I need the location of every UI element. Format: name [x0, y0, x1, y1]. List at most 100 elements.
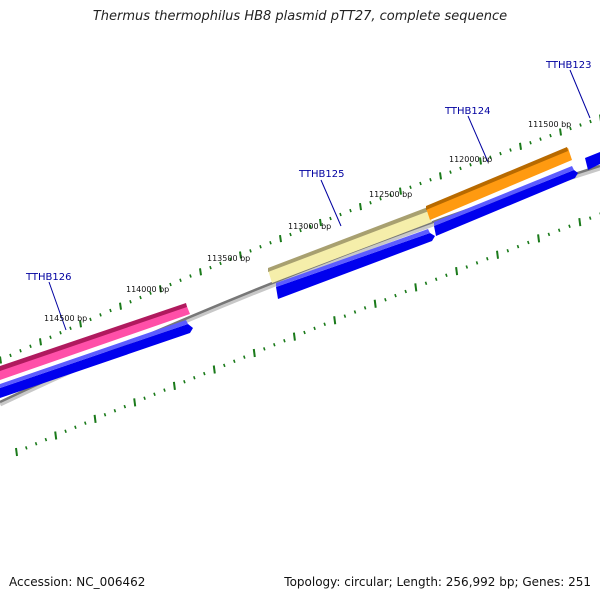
- ruler-tick: [506, 248, 510, 253]
- ruler-tick: [516, 244, 520, 249]
- gene-label-tthb125[interactable]: TTHB125: [298, 169, 345, 180]
- gene-label-tthb123[interactable]: TTHB123: [545, 60, 592, 71]
- gene-label-tthb124[interactable]: TTHB124: [444, 106, 491, 117]
- ruler-tick: [549, 133, 552, 138]
- ruler-tick: [363, 306, 367, 310]
- cds-feature-4[interactable]: [585, 152, 600, 170]
- ruler-tick: [249, 249, 252, 253]
- ruler-tick: [54, 431, 58, 440]
- ruler-tick: [499, 151, 502, 156]
- ruler-label-114500: 114500 bp: [44, 314, 87, 323]
- ruler-tick: [475, 261, 479, 265]
- ruler-tick: [509, 148, 512, 152]
- ruler-tick: [172, 381, 176, 391]
- ruler-tick: [163, 388, 166, 392]
- ruler-tick: [394, 293, 397, 298]
- ruler-tick: [103, 413, 107, 417]
- ruler-tick: [99, 313, 102, 317]
- gene-label-tthb126[interactable]: TTHB126: [25, 272, 72, 283]
- ruler-tick: [229, 257, 232, 261]
- ruler-tick: [64, 429, 67, 434]
- ruler-tick: [119, 302, 122, 310]
- ruler-tick: [539, 137, 542, 141]
- ruler-tick: [409, 185, 412, 190]
- ruler-tick: [303, 330, 306, 335]
- gene-feature-tthb125[interactable]: [268, 207, 432, 283]
- ruler-tick: [153, 392, 156, 396]
- ruler-tick: [44, 437, 48, 442]
- gene-feature-tthb124[interactable]: [426, 147, 572, 220]
- ruler-tick: [579, 123, 582, 127]
- ruler-tick: [243, 355, 246, 359]
- ruler-tick: [179, 278, 182, 283]
- gene-feature-tthb126[interactable]: [0, 303, 190, 380]
- topology-summary: Topology: circular; Length: 256,992 bp; …: [284, 575, 591, 589]
- ruler-tick: [279, 234, 282, 243]
- ruler-tick: [239, 251, 242, 259]
- ruler-tick: [465, 265, 469, 269]
- cds-feature-3[interactable]: [434, 166, 578, 236]
- leader-line-tthb124: [467, 115, 489, 163]
- ruler-tick: [84, 421, 87, 425]
- ruler-tick: [69, 326, 72, 331]
- ruler-tick: [34, 441, 38, 446]
- ruler-tick: [399, 187, 402, 195]
- ruler-tick: [89, 317, 92, 322]
- ruler-tick: [329, 216, 332, 221]
- ruler-tick: [479, 157, 482, 165]
- ruler-tick: [133, 398, 137, 407]
- cds-feature-2[interactable]: [276, 229, 435, 299]
- ruler-tick: [404, 289, 407, 294]
- ruler-tick: [578, 217, 582, 227]
- ruler-tick: [319, 218, 322, 227]
- ruler-tick: [489, 155, 492, 160]
- ruler-tick: [203, 371, 206, 376]
- map-title: Thermus thermophilus HB8 plasmid pTT27, …: [92, 9, 508, 24]
- ruler-label-113000: 113000 bp: [288, 222, 331, 231]
- ruler-tick: [547, 232, 551, 237]
- ruler-tick: [292, 332, 296, 341]
- ruler-tick: [212, 365, 216, 374]
- ruler-tick: [469, 162, 472, 167]
- ruler-tick: [439, 172, 442, 180]
- ruler-ticks-inner: [15, 212, 600, 457]
- ruler-tick: [252, 348, 256, 358]
- ruler-tick: [588, 216, 592, 220]
- ruler-tick: [455, 266, 459, 276]
- ruler-tick: [189, 274, 192, 278]
- ruler-tick: [129, 300, 132, 304]
- ruler-tick: [384, 297, 387, 302]
- ruler-tick: [333, 316, 337, 325]
- ruler-label-112500: 112500 bp: [369, 190, 412, 199]
- ruler-tick: [568, 224, 571, 228]
- ruler-tick: [183, 380, 186, 384]
- ruler-tick: [339, 212, 342, 217]
- ruler-tick: [529, 140, 532, 145]
- ruler-label-113500: 113500 bp: [207, 254, 250, 263]
- ruler-tick: [289, 232, 292, 237]
- ruler-tick: [353, 310, 357, 314]
- ruler-tick: [59, 330, 62, 335]
- ruler-tick: [459, 166, 462, 171]
- ruler-tick: [109, 308, 112, 313]
- ruler-tick: [323, 322, 326, 327]
- ruler-tick: [589, 119, 592, 124]
- ruler-tick: [25, 446, 28, 450]
- ruler-tick: [449, 170, 452, 174]
- ruler-tick: [49, 335, 52, 339]
- ruler-tick: [159, 285, 162, 293]
- ruler-tick: [496, 250, 499, 259]
- ruler-tick: [349, 208, 352, 213]
- ruler-tick: [15, 447, 18, 457]
- leader-line-tthb123: [569, 69, 591, 119]
- ruler-tick: [559, 128, 562, 136]
- ruler-tick: [193, 375, 196, 380]
- ruler-tick: [219, 261, 222, 266]
- ruler-tick: [369, 200, 372, 205]
- ruler-tick: [74, 425, 77, 429]
- ruler-tick: [143, 396, 146, 401]
- cds-feature-1[interactable]: [0, 320, 193, 398]
- ruler-tick: [557, 228, 561, 233]
- ruler-tick: [9, 353, 12, 358]
- ruler-tick: [359, 202, 362, 211]
